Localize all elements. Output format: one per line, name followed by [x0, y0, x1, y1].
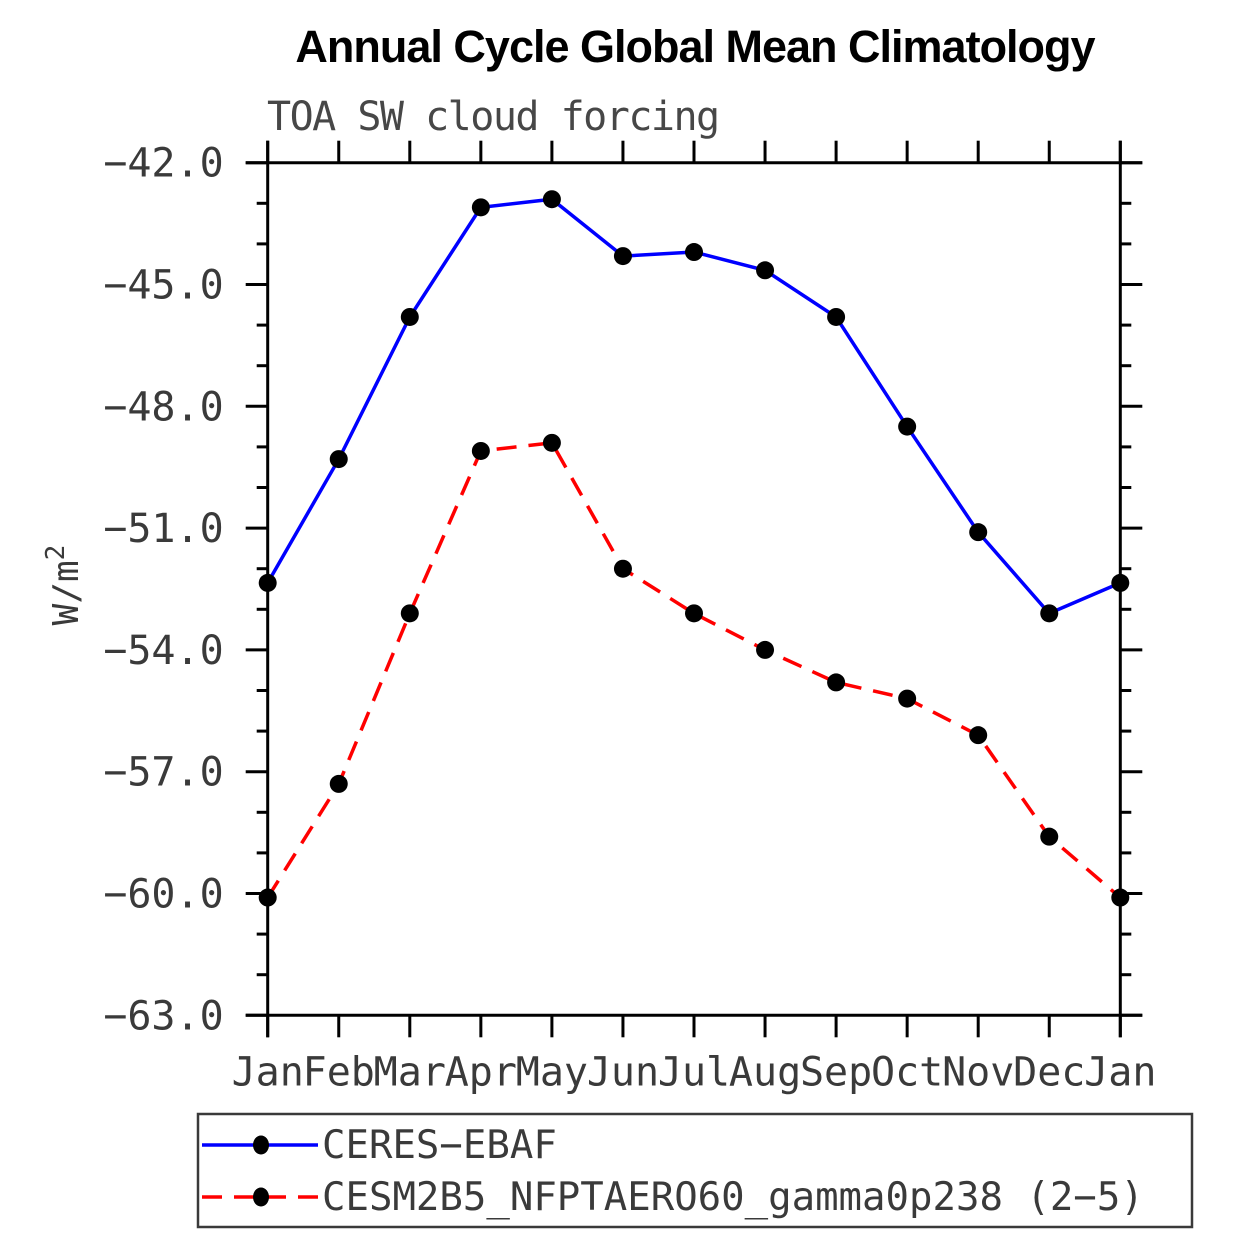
legend-marker-cesm2b5 [253, 1187, 269, 1207]
series-cesm2b5 [258, 433, 1130, 907]
data-point-marker [685, 604, 703, 623]
chart-title: Annual Cycle Global Mean Climatology [295, 21, 1095, 72]
y-axis-label: W/m2 [41, 545, 87, 626]
x-tick-label: Jul [658, 1049, 730, 1095]
x-tick-label: Jun [587, 1049, 659, 1095]
chart-subtitle: TOA SW cloud forcing [267, 94, 719, 140]
data-point-marker [969, 523, 988, 542]
x-tick-label: Oct [871, 1049, 943, 1095]
x-tick-label: Apr [445, 1049, 517, 1095]
x-tick-label: May [516, 1049, 588, 1095]
data-point-marker [1111, 573, 1130, 592]
y-tick-label: −63.0 [103, 993, 223, 1039]
data-point-marker [898, 417, 917, 436]
plot-series [258, 190, 1130, 907]
series-line [266, 197, 1121, 616]
data-point-marker [827, 307, 846, 326]
data-point-marker [1040, 827, 1059, 846]
data-point-marker [258, 888, 277, 907]
data-point-marker [969, 726, 988, 745]
data-point-marker [685, 243, 703, 262]
data-point-marker [258, 573, 277, 592]
data-point-marker [756, 261, 775, 280]
plot-axes: −42.0 −45.0 −48.0 −51.0 −54.0 −57.0 −60.0 −63.0… [103, 140, 1156, 1095]
x-tick-label: Feb [303, 1049, 375, 1095]
data-point-marker [542, 190, 561, 209]
legend-marker-ceres [253, 1135, 269, 1155]
x-tick-label: Nov [942, 1049, 1014, 1095]
data-point-marker [613, 559, 632, 578]
x-tick-label: Aug [729, 1049, 801, 1095]
y-tick-label: −54.0 [103, 628, 223, 674]
data-point-marker [471, 441, 490, 460]
data-point-marker [400, 307, 419, 326]
data-point-marker [1040, 604, 1059, 623]
data-point-marker [329, 450, 348, 469]
y-tick-label: −51.0 [103, 506, 223, 552]
data-point-marker [542, 433, 561, 452]
legend: CERES−EBAF CESM2B5_NFPTAERO60_gamma0p238… [196, 1112, 1194, 1229]
y-tick-label: −48.0 [103, 384, 223, 430]
legend-label-cesm2b5: CESM2B5_NFPTAERO60_gamma0p238 (2−5) [322, 1175, 1144, 1220]
y-tick-label: −45.0 [103, 263, 223, 309]
y-axis-ticks: −42.0 −45.0 −48.0 −51.0 −54.0 −57.0 −60.0 −63.0 [103, 141, 1143, 1039]
x-tick-label: Jan [1084, 1049, 1156, 1095]
y-axis-label-exponent: 2 [41, 545, 71, 561]
series-line [266, 440, 1122, 899]
series-ceres-ebaf [258, 190, 1130, 623]
data-point-marker [756, 640, 775, 659]
legend-label-ceres: CERES−EBAF [322, 1123, 557, 1168]
x-tick-label: Sep [800, 1049, 872, 1095]
data-point-marker [613, 247, 632, 266]
y-tick-label: −42.0 [103, 141, 223, 187]
legend-box [196, 1112, 1194, 1229]
data-point-marker [898, 689, 917, 708]
y-tick-label: −57.0 [103, 750, 223, 796]
x-tick-label: Mar [374, 1049, 446, 1095]
data-point-marker [1111, 888, 1130, 907]
y-axis-label-base: W/m [46, 560, 87, 625]
data-point-marker [400, 604, 419, 623]
x-tick-label: Jan [232, 1049, 304, 1095]
x-tick-label: Dec [1013, 1049, 1085, 1095]
data-point-marker [329, 774, 348, 793]
data-point-marker [827, 673, 846, 692]
data-point-marker [471, 198, 490, 217]
y-tick-label: −60.0 [103, 872, 223, 918]
